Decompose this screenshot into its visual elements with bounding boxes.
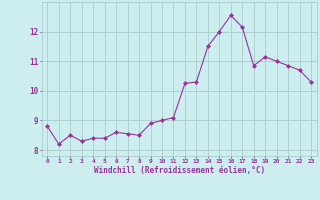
X-axis label: Windchill (Refroidissement éolien,°C): Windchill (Refroidissement éolien,°C) [94,166,265,175]
